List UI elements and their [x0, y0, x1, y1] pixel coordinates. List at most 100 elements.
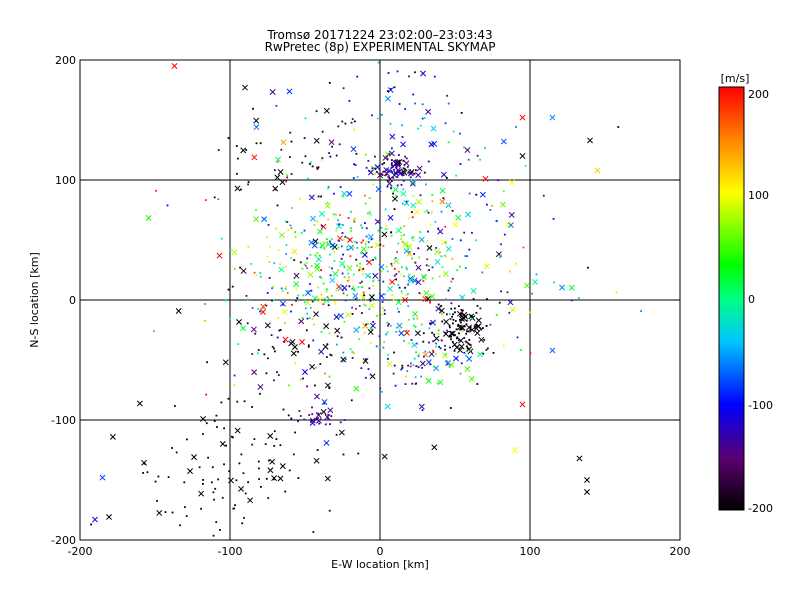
data-point — [450, 280, 453, 283]
data-point — [368, 197, 371, 199]
data-point — [304, 307, 307, 310]
data-point — [415, 365, 418, 368]
data-point — [349, 348, 352, 351]
data-point — [346, 294, 349, 297]
data-point-x-marker — [519, 114, 526, 121]
data-point — [220, 237, 223, 240]
data-point — [427, 230, 429, 233]
data-point — [615, 291, 618, 294]
data-point — [184, 506, 186, 508]
data-point-x-marker — [389, 133, 396, 140]
data-point — [395, 273, 398, 275]
data-point — [306, 312, 308, 315]
data-point — [391, 265, 393, 267]
data-point — [290, 227, 293, 230]
data-point — [335, 154, 338, 157]
data-point-x-marker — [318, 348, 325, 355]
data-point-x-marker — [415, 198, 422, 205]
data-point — [229, 248, 232, 251]
data-point — [587, 266, 589, 269]
data-point — [358, 326, 361, 329]
data-point — [361, 312, 363, 314]
data-point — [456, 269, 459, 272]
data-point — [311, 318, 314, 320]
data-point — [372, 259, 374, 261]
data-point — [350, 399, 353, 402]
data-point — [516, 336, 519, 339]
data-point-x-marker — [322, 343, 329, 350]
data-point — [431, 200, 434, 203]
data-point — [393, 168, 395, 171]
data-point — [398, 270, 400, 273]
data-point — [502, 190, 505, 193]
data-point-x-marker — [387, 214, 394, 221]
x-tick-label: 0 — [377, 545, 384, 558]
data-point — [227, 397, 230, 400]
data-point — [288, 384, 290, 387]
data-point-x-marker — [500, 138, 507, 145]
data-point — [273, 347, 275, 350]
data-point — [390, 324, 392, 327]
data-point-x-marker — [216, 252, 223, 259]
data-point — [330, 295, 333, 297]
data-point — [260, 275, 262, 278]
data-point — [457, 345, 460, 348]
data-point — [202, 433, 204, 435]
data-point — [437, 329, 440, 332]
data-point — [444, 225, 447, 228]
data-point — [444, 122, 447, 125]
data-point — [302, 377, 304, 380]
data-point — [213, 420, 216, 422]
data-point — [479, 307, 482, 310]
data-point-x-marker — [329, 277, 336, 284]
data-point — [463, 337, 466, 339]
data-point — [277, 249, 280, 252]
data-point — [444, 298, 447, 301]
data-point-x-marker — [389, 278, 396, 285]
data-point-x-marker — [298, 318, 305, 325]
data-point-x-marker — [507, 299, 514, 306]
data-point — [166, 204, 169, 207]
data-point-x-marker — [445, 245, 452, 252]
data-point — [215, 414, 218, 417]
data-point — [267, 224, 270, 226]
data-point — [448, 313, 451, 315]
data-point — [404, 383, 407, 385]
data-point — [495, 314, 498, 316]
data-point — [386, 321, 389, 324]
data-point — [383, 341, 386, 344]
data-point — [397, 242, 400, 245]
data-point — [357, 452, 360, 455]
data-point — [380, 314, 383, 316]
data-point — [404, 286, 406, 289]
data-point — [405, 157, 408, 160]
data-point — [276, 371, 278, 374]
data-point — [411, 257, 413, 260]
data-point — [457, 339, 460, 342]
data-point — [409, 365, 412, 368]
data-point — [352, 177, 355, 179]
data-point — [363, 331, 366, 334]
data-point-x-marker — [453, 355, 459, 362]
data-point — [432, 340, 435, 343]
data-point — [343, 419, 346, 421]
data-point — [312, 531, 315, 533]
data-point — [371, 114, 373, 117]
colorbar-tick-label: 200 — [748, 88, 769, 101]
data-point — [306, 317, 309, 320]
data-point-x-marker — [251, 369, 258, 376]
data-point — [370, 246, 373, 248]
data-point — [301, 161, 304, 164]
data-point — [317, 166, 320, 169]
data-point-x-marker — [475, 317, 482, 324]
data-point-x-marker — [314, 262, 320, 269]
data-point-x-marker — [568, 284, 575, 291]
data-point — [344, 358, 347, 361]
data-point — [437, 227, 440, 230]
data-point — [233, 384, 236, 387]
data-point — [284, 220, 287, 223]
data-point — [401, 124, 403, 127]
data-point — [251, 443, 254, 446]
data-point — [410, 339, 413, 341]
data-point — [358, 266, 361, 269]
